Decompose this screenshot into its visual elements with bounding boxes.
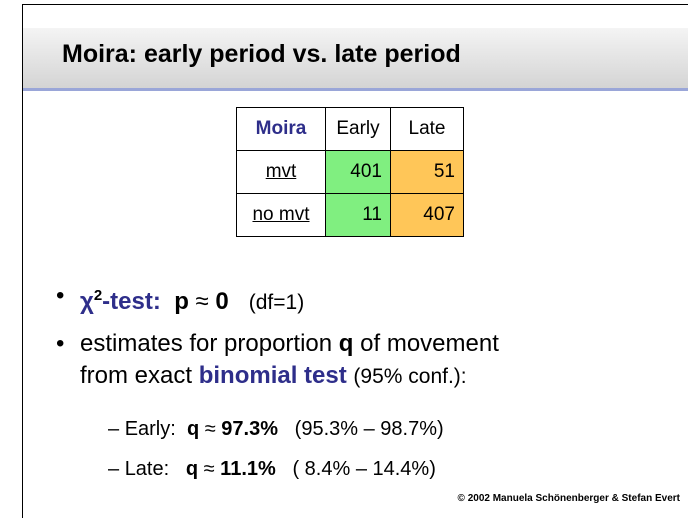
run: ≈ <box>203 458 215 480</box>
header-cell: Moira <box>236 107 326 151</box>
run: 0 <box>215 288 229 315</box>
run: ≈ <box>204 418 216 440</box>
title: Moira: early period vs. late period <box>62 40 461 68</box>
run: 97.3% <box>221 418 278 440</box>
table: Moira Early Late mvt 401 51 no mvt 11 40… <box>236 107 464 237</box>
run: q <box>186 418 200 440</box>
run: Late: <box>124 458 170 480</box>
run: 11.1% <box>220 458 276 480</box>
sub-bullet: – Early: q ≈ 97.3% (95.3% – 98.7%) <box>108 418 444 440</box>
run: 2 <box>93 287 103 304</box>
run: from exact <box>80 362 193 389</box>
run: -test: <box>102 288 161 315</box>
run: q <box>185 458 199 480</box>
row: no mvt 11 407 <box>236 193 464 237</box>
header-cell: Early <box>325 107 391 151</box>
row-label: mvt <box>236 150 326 194</box>
run: p <box>174 288 189 315</box>
bullet: • χ2-test: p ≈ 0 (df=1) <box>56 282 305 315</box>
run: (95.3% – 98.7%) <box>294 418 444 440</box>
row: mvt 401 51 <box>236 150 464 194</box>
header-cell: Late <box>390 107 464 151</box>
frame <box>22 4 688 518</box>
run: (95% conf.): <box>353 365 467 388</box>
cell: 51 <box>390 150 464 194</box>
run: Early: <box>124 418 176 440</box>
run: q <box>338 330 354 357</box>
cell: 11 <box>325 193 391 237</box>
row-label: no mvt <box>236 193 326 237</box>
run: χ <box>80 288 94 315</box>
run: ≈ <box>195 288 209 315</box>
run: of movement <box>360 330 499 357</box>
run: (df=1) <box>248 291 305 314</box>
header-row: Moira Early Late <box>236 107 464 151</box>
run: estimates for proportion <box>80 330 333 357</box>
bullet: • estimates for proportion q of movement f… <box>56 330 499 389</box>
run: binomial test <box>198 362 347 389</box>
cell: 407 <box>390 193 464 237</box>
footer: © 2002 Manuela Schönenberger & Stefan Ev… <box>457 493 680 504</box>
cell: 401 <box>325 150 391 194</box>
title-bar <box>23 28 688 91</box>
run: ( 8.4% – 14.4%) <box>292 458 436 480</box>
sub-bullet: – Late: q ≈ 11.1% ( 8.4% – 14.4%) <box>108 458 436 480</box>
